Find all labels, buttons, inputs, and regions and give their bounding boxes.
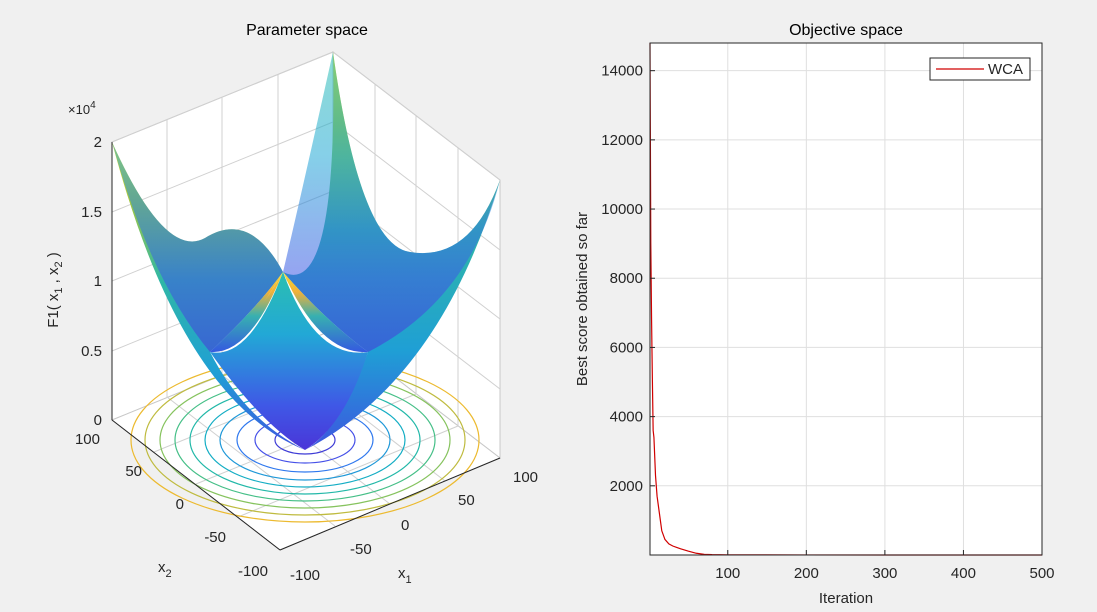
x-ticks: -100 -50 0 50 100 bbox=[290, 469, 538, 584]
surface-bowl-front bbox=[210, 272, 368, 450]
y-tick-label: 0 bbox=[176, 496, 184, 513]
y-tick-label: 14000 bbox=[601, 63, 643, 80]
y-tick-label: 6000 bbox=[610, 339, 643, 356]
y-axis-line bbox=[111, 419, 281, 551]
x-tick-label: 300 bbox=[872, 565, 897, 582]
y-tick-label: 4000 bbox=[610, 409, 643, 426]
z-tick-label: 0 bbox=[94, 412, 102, 429]
x-axis-line bbox=[279, 457, 501, 551]
x-tick-label: 0 bbox=[401, 517, 409, 534]
y-tick-label: 8000 bbox=[610, 270, 643, 287]
surface-back-rim bbox=[112, 52, 500, 352]
axis-lines bbox=[111, 142, 501, 551]
surface bbox=[112, 52, 500, 450]
z-tick-label: 1.5 bbox=[81, 204, 102, 221]
y-tick-label: 50 bbox=[125, 463, 142, 480]
x-tick-label: -50 bbox=[350, 541, 372, 558]
objective-axes: 100 200 300 400 500 2000 4000 6000 8000 10000 1200… bbox=[574, 22, 1055, 607]
x-tick-label: 200 bbox=[794, 565, 819, 582]
objective-y-label: Best score obtained so far bbox=[574, 212, 591, 386]
objective-title: Objective space bbox=[789, 22, 903, 39]
x-tick-label: 50 bbox=[458, 492, 475, 509]
z-axis-label: F1( x1 , x2 ) bbox=[45, 252, 65, 328]
x-tick-label: 100 bbox=[715, 565, 740, 582]
z-exponent: ×104 bbox=[68, 100, 96, 117]
x-tick-label: 500 bbox=[1029, 565, 1054, 582]
x-tick-label: 400 bbox=[951, 565, 976, 582]
x-tick-label: 100 bbox=[513, 469, 538, 486]
x-axis-label: x1 bbox=[398, 565, 412, 586]
objective-x-label: Iteration bbox=[819, 590, 873, 607]
floor-grid-line bbox=[237, 425, 459, 518]
x-tick-label: -100 bbox=[290, 567, 320, 584]
y-tick-label: 10000 bbox=[601, 201, 643, 218]
plot-area bbox=[650, 43, 1042, 555]
y-tick-label: 12000 bbox=[601, 132, 643, 149]
legend-label-wca: WCA bbox=[988, 61, 1023, 78]
z-tick-label: 2 bbox=[94, 134, 102, 151]
surface-front-cone bbox=[210, 272, 368, 353]
surface-title: Parameter space bbox=[246, 22, 368, 39]
z-ticks: 0 0.5 1 1.5 2 ×104 bbox=[68, 100, 102, 429]
y-tick-label: -100 bbox=[238, 563, 268, 580]
axes-box bbox=[649, 42, 1043, 556]
z-tick-label: 1 bbox=[94, 273, 102, 290]
y-tick-label: 100 bbox=[75, 431, 100, 448]
y-axis-label: x2 bbox=[158, 559, 172, 580]
y-tick-label: -50 bbox=[204, 529, 226, 546]
surface-axes: Parameter space bbox=[45, 22, 538, 586]
y-ticks: 100 50 0 -50 -100 bbox=[75, 431, 268, 580]
z-tick-label: 0.5 bbox=[81, 343, 102, 360]
y-tick-label: 2000 bbox=[610, 478, 643, 495]
